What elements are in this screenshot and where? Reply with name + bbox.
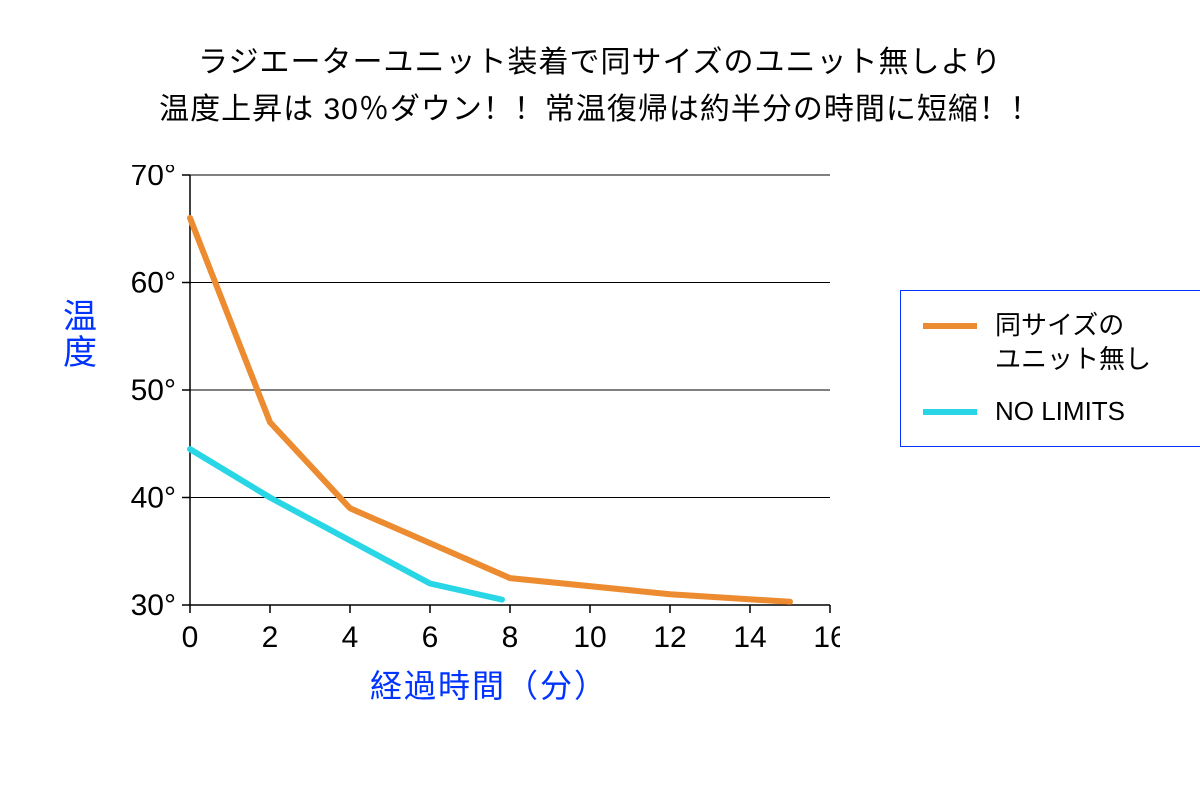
chart-title: ラジエーターユニット装着で同サイズのユニット無しより 温度上昇は 30％ダウン！… (0, 40, 1200, 133)
x-axis-label: 経過時間（分） (370, 661, 608, 707)
svg-text:30°: 30° (131, 589, 176, 622)
svg-text:0: 0 (182, 621, 199, 654)
svg-text:70°: 70° (131, 165, 176, 192)
svg-text:50°: 50° (131, 374, 176, 407)
chart-title-line1: ラジエーターユニット装着で同サイズのユニット無しより (198, 46, 1002, 79)
legend-swatch (923, 323, 977, 329)
svg-text:16: 16 (813, 621, 840, 654)
svg-text:10: 10 (573, 621, 606, 654)
chart-title-line2: 温度上昇は 30％ダウン！！常温復帰は約半分の時間に短縮！！ (159, 93, 1041, 126)
series-same-size-no-unit (190, 218, 790, 602)
legend-item-no-limits: NO LIMITS (923, 395, 1183, 429)
svg-text:40°: 40° (131, 482, 176, 515)
legend-item-same-size-no-unit: 同サイズの ユニット無し (923, 309, 1183, 377)
legend-label: 同サイズの ユニット無し (995, 309, 1151, 377)
line-chart: 30° 40° 50° 60° 70° 0 2 4 6 8 10 12 14 16 (110, 165, 840, 695)
svg-text:6: 6 (422, 621, 439, 654)
svg-text:4: 4 (342, 621, 359, 654)
legend-label: NO LIMITS (995, 395, 1125, 429)
svg-text:2: 2 (262, 621, 279, 654)
svg-text:60°: 60° (131, 267, 176, 300)
svg-text:14: 14 (733, 621, 766, 654)
svg-text:8: 8 (502, 621, 519, 654)
y-axis-label: 温度 (60, 300, 100, 371)
series-no-limits (190, 449, 502, 600)
svg-text:12: 12 (653, 621, 686, 654)
legend-swatch (923, 409, 977, 415)
legend: 同サイズの ユニット無し NO LIMITS (900, 290, 1200, 447)
